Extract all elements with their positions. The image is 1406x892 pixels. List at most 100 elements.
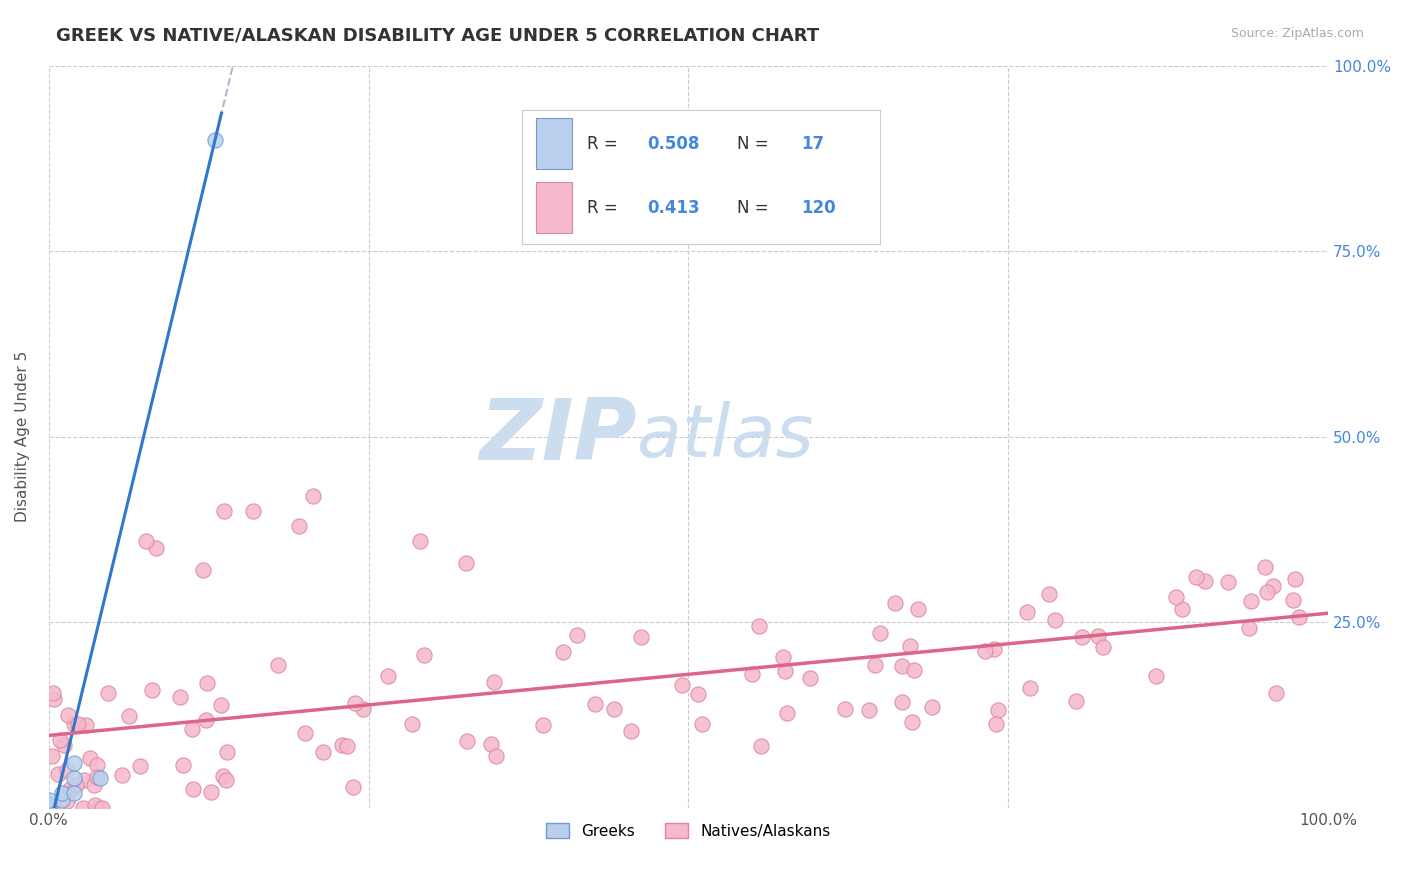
Point bbox=[344, 696, 367, 710]
Point bbox=[83, 778, 105, 792]
Point bbox=[1288, 610, 1310, 624]
Point bbox=[288, 518, 311, 533]
Point bbox=[1256, 585, 1278, 599]
Y-axis label: Disability Age Under 5: Disability Age Under 5 bbox=[15, 351, 30, 523]
Point bbox=[1194, 574, 1216, 588]
Point bbox=[46, 766, 69, 780]
Point bbox=[53, 739, 76, 753]
Point bbox=[63, 756, 86, 771]
Point bbox=[215, 745, 238, 759]
Point bbox=[898, 639, 921, 653]
Point bbox=[1092, 640, 1115, 655]
Point bbox=[620, 723, 643, 738]
Point bbox=[242, 504, 264, 518]
Point bbox=[409, 533, 432, 548]
Point bbox=[83, 797, 105, 812]
Point bbox=[456, 733, 478, 747]
Point bbox=[858, 703, 880, 717]
Point bbox=[212, 769, 235, 783]
Point bbox=[49, 732, 72, 747]
Point bbox=[38, 801, 60, 815]
Point bbox=[41, 801, 63, 815]
Point bbox=[266, 658, 288, 673]
Text: Source: ZipAtlas.com: Source: ZipAtlas.com bbox=[1230, 27, 1364, 40]
Point bbox=[1254, 559, 1277, 574]
Point bbox=[1087, 629, 1109, 643]
Point bbox=[55, 763, 77, 777]
Point bbox=[1170, 602, 1192, 616]
Point bbox=[834, 702, 856, 716]
Point bbox=[890, 658, 912, 673]
Point bbox=[869, 626, 891, 640]
Point bbox=[565, 628, 588, 642]
Point bbox=[1045, 613, 1067, 627]
Point bbox=[336, 739, 359, 754]
Point bbox=[1166, 590, 1188, 604]
Point bbox=[630, 631, 652, 645]
Point bbox=[72, 772, 94, 787]
Point bbox=[302, 489, 325, 503]
Point bbox=[65, 778, 87, 792]
Point bbox=[209, 698, 232, 712]
Point bbox=[583, 697, 606, 711]
Point bbox=[42, 685, 65, 699]
Point bbox=[1216, 575, 1239, 590]
Point bbox=[686, 687, 709, 701]
Point bbox=[59, 782, 82, 797]
Point bbox=[118, 709, 141, 723]
Point bbox=[671, 678, 693, 692]
Point bbox=[204, 133, 226, 147]
Point bbox=[773, 665, 796, 679]
Point bbox=[129, 758, 152, 772]
Point bbox=[1284, 572, 1306, 586]
Point bbox=[181, 781, 204, 796]
Point bbox=[551, 645, 574, 659]
Legend: Greeks, Natives/Alaskans: Greeks, Natives/Alaskans bbox=[540, 816, 837, 845]
Point bbox=[741, 667, 763, 681]
Point bbox=[1038, 587, 1060, 601]
Point bbox=[51, 793, 73, 807]
Point bbox=[89, 801, 111, 815]
Point bbox=[749, 739, 772, 753]
Point bbox=[1237, 621, 1260, 635]
Point bbox=[1240, 594, 1263, 608]
Point bbox=[1281, 592, 1303, 607]
Point bbox=[111, 768, 134, 782]
Point bbox=[38, 801, 60, 815]
Point bbox=[330, 738, 353, 752]
Point bbox=[1185, 570, 1208, 584]
Point bbox=[38, 801, 60, 815]
Point bbox=[602, 702, 624, 716]
Point bbox=[1264, 686, 1286, 700]
Point bbox=[799, 671, 821, 685]
Point bbox=[776, 706, 799, 721]
Point bbox=[200, 785, 222, 799]
Point bbox=[1015, 605, 1038, 619]
Point bbox=[352, 702, 374, 716]
Point bbox=[44, 692, 66, 706]
Point bbox=[38, 801, 60, 815]
Point bbox=[983, 642, 1005, 657]
Point bbox=[974, 644, 997, 658]
Point bbox=[215, 773, 238, 788]
Point bbox=[91, 801, 114, 815]
Point bbox=[890, 695, 912, 709]
Point bbox=[377, 669, 399, 683]
Point bbox=[172, 758, 194, 772]
Point bbox=[1261, 579, 1284, 593]
Point bbox=[482, 675, 505, 690]
Point bbox=[38, 793, 60, 807]
Point bbox=[79, 751, 101, 765]
Point bbox=[690, 717, 713, 731]
Point bbox=[984, 716, 1007, 731]
Point bbox=[531, 718, 554, 732]
Point bbox=[38, 797, 60, 811]
Text: ZIP: ZIP bbox=[479, 395, 637, 478]
Point bbox=[66, 716, 89, 731]
Point bbox=[1018, 681, 1040, 696]
Point bbox=[86, 770, 108, 784]
Point bbox=[63, 786, 86, 800]
Point bbox=[51, 786, 73, 800]
Point bbox=[401, 717, 423, 731]
Point bbox=[479, 737, 502, 751]
